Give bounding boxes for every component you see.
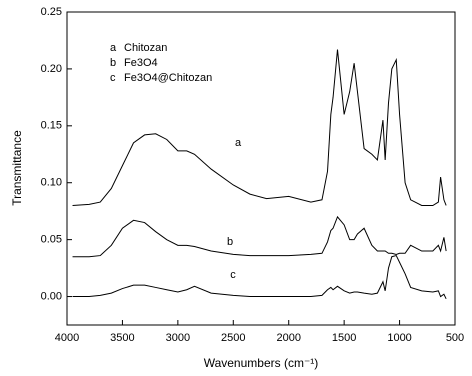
- y-tick-label: 0.00: [41, 290, 62, 302]
- curve-label: b: [227, 236, 233, 248]
- plot-frame: [66, 11, 456, 326]
- legend-label: Fe3O4@Chitozan: [124, 72, 212, 84]
- x-axis-label: Wavenumbers (cm⁻¹): [204, 356, 319, 370]
- x-tick-label: 4000: [55, 332, 79, 344]
- x-tick-label: 1500: [332, 332, 356, 344]
- curve-label: c: [230, 269, 236, 281]
- x-tick-label: 2000: [276, 332, 300, 344]
- x-tick-label: 1000: [387, 332, 411, 344]
- spectrum-line: [72, 49, 447, 206]
- y-tick-label: 0.25: [41, 6, 62, 18]
- legend-key: b: [110, 57, 116, 69]
- curve-label: a: [235, 137, 242, 149]
- y-tick-label: 0.20: [41, 63, 62, 75]
- x-tick-label: 3000: [166, 332, 190, 344]
- y-axis-label: Transmittance: [10, 130, 24, 206]
- x-tick-label: 2500: [221, 332, 245, 344]
- y-tick-label: 0.05: [41, 234, 62, 246]
- spectrum-line: [72, 254, 447, 300]
- legend-label: Fe3O4: [124, 57, 158, 69]
- spectrum-line: [72, 215, 447, 258]
- legend-key: c: [110, 72, 116, 84]
- legend-label: Chitozan: [124, 42, 167, 54]
- legend-key: a: [110, 42, 117, 54]
- y-tick-label: 0.15: [41, 120, 62, 132]
- y-tick-label: 0.10: [41, 177, 62, 189]
- x-tick-label: 3500: [110, 332, 134, 344]
- x-tick-label: 500: [446, 332, 464, 344]
